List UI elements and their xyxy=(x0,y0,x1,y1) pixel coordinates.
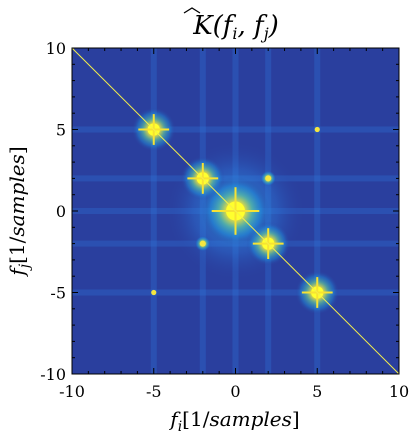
x-tick-label: 5 xyxy=(312,382,322,401)
vertical-streak xyxy=(150,48,157,374)
diagonal-line xyxy=(72,48,399,374)
title-hat-mark xyxy=(183,7,201,14)
chart-title: K(fi, fj) xyxy=(192,11,279,43)
horizontal-streak xyxy=(72,289,399,296)
ylabel-sub: j xyxy=(17,263,33,271)
xlabel-close: ] xyxy=(292,407,300,431)
xlabel-sub: i xyxy=(178,419,182,435)
ylabel-unit: [1/ xyxy=(5,236,29,264)
title-symbol: K xyxy=(192,11,214,41)
y-tick-label: 5 xyxy=(56,121,66,140)
xlabel-unit: [1/ xyxy=(182,407,210,431)
peak-core xyxy=(265,175,272,182)
peak-core xyxy=(314,126,320,133)
y-tick-label: -5 xyxy=(50,284,66,303)
axes-layer: -10 -5 0 5 10 -10 -5 0 5 10 xyxy=(40,39,409,401)
ylabel-unit-word: samples xyxy=(5,154,29,236)
x-axis-label: fi[1/samples] xyxy=(168,407,299,435)
peak-core xyxy=(151,289,157,296)
y-tick-label: -10 xyxy=(40,365,66,384)
title-close: ) xyxy=(268,11,279,41)
y-tick-label: 10 xyxy=(46,39,66,58)
title-sub-j: j xyxy=(261,24,269,43)
horizontal-streak xyxy=(72,126,399,133)
y-tick-label: 0 xyxy=(56,202,66,221)
x-tick-label: -5 xyxy=(146,382,162,401)
peak-core xyxy=(199,240,206,247)
title-sub-i: i xyxy=(232,24,237,43)
x-tick-label: 0 xyxy=(230,382,240,401)
x-tick-label: -10 xyxy=(59,382,85,401)
xlabel-unit-word: samples xyxy=(209,407,291,431)
x-tick-label: 10 xyxy=(389,382,409,401)
vertical-streak xyxy=(314,48,321,374)
plot-area xyxy=(72,48,399,374)
ylabel-close: ] xyxy=(5,146,29,154)
y-axis-label: fj[1/samples] xyxy=(5,146,33,277)
title-comma: , f xyxy=(238,11,269,41)
